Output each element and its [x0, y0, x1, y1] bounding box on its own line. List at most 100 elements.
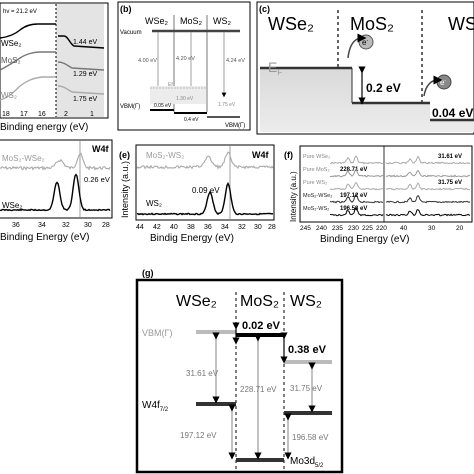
- panel-d-xlabel: Binding Energy (eV): [0, 232, 90, 243]
- panel-a-tick-3: 16: [38, 111, 46, 118]
- panel-f-row-curve: [329, 193, 471, 204]
- panel-f-label: (f): [284, 150, 293, 160]
- panel-e-tick-1: 44: [136, 224, 144, 231]
- mo3d-label: Mo3d5/2: [290, 456, 324, 469]
- vbm-right-label: VBM(Γ): [225, 123, 245, 129]
- vbm-g-label: VBM(Γ): [142, 328, 172, 338]
- panel-b-col-ws2: WS₂: [213, 16, 231, 26]
- panel-f-tick-7: 40: [400, 225, 408, 232]
- vbm-left-label: VBM(Γ): [120, 104, 140, 110]
- panel-e-bottom-curve: [136, 181, 274, 216]
- panel-a-curve-ws2: [0, 76, 56, 101]
- panel-c-col-ws2: WS₂: [448, 14, 474, 34]
- panel-d-tick-5: 28: [102, 222, 110, 229]
- panel-c: (c) WSe₂ MoS₂ WS₂ EF 0.2 eV 0.04 eV e- e…: [256, 1, 474, 135]
- panel-f-tick-2: 240: [316, 225, 327, 232]
- panel-d: W4f MoS₂-WSe₂ 0.26 eV WSe₂ 36 34 32 30 2…: [0, 139, 113, 243]
- panel-g-col-ws2: WS₂: [290, 293, 322, 310]
- panel-d-top-curve: [0, 152, 111, 171]
- panel-e-tick-3: 40: [170, 224, 178, 231]
- panel-e-tick-7: 32: [238, 224, 246, 231]
- panel-a-edge-ws2: [57, 85, 105, 95]
- wf-wse2: 4.00 eV: [138, 58, 157, 64]
- panel-d-tick-3: 32: [62, 222, 70, 229]
- panel-c-col-mos2: MoS₂: [350, 14, 394, 34]
- value-g-4: 197.12 eV: [180, 431, 217, 440]
- panel-a-value-1: 1.44 eV: [73, 39, 97, 46]
- panel-e-tick-8: 30: [254, 224, 262, 231]
- panel-f-row-curve: [330, 155, 471, 165]
- offset-c-1: 0.2 eV: [366, 81, 401, 95]
- panel-e-tick-2: 42: [153, 224, 161, 231]
- panel-f-tick-1: 245: [300, 225, 311, 232]
- panel-d-top-label: MoS₂-WSe₂: [2, 154, 45, 163]
- vacuum-label: Vacuum: [120, 30, 142, 36]
- offset-c-2: 0.04 eV: [432, 106, 473, 120]
- panel-a-tick-5: 1: [90, 111, 94, 118]
- panel-f-row-value: 196.58 eV: [340, 206, 367, 212]
- panel-e-shift: 0.09 eV: [192, 186, 220, 195]
- offset-g-1: 0.02 eV: [242, 320, 281, 332]
- panel-d-title: W4f: [92, 144, 110, 154]
- panel-e-top-curve: [136, 151, 274, 170]
- panel-e-ylabel: Intensity (a.u.): [120, 161, 130, 218]
- panel-f-row-label: Pure WS₂: [303, 180, 327, 186]
- panel-a-edge-wse2: [58, 35, 105, 49]
- panel-e-tick-6: 34: [221, 224, 229, 231]
- value-g-2: 228.71 eV: [240, 385, 277, 394]
- panel-b-label: (b): [120, 4, 132, 14]
- panel-g: (g) WSe₂ MoS₂ WS₂ VBM(Γ) 0.02 eV 0.38 eV…: [135, 268, 344, 474]
- value-g-3: 31.75 eV: [290, 384, 323, 393]
- panel-a-tick-4: 2: [64, 111, 68, 118]
- offset-g-2: 0.38 eV: [288, 344, 327, 356]
- panel-f-tick-5: 225: [362, 225, 373, 232]
- panel-f-xlabel: Binding Energy (eV): [320, 234, 410, 245]
- vb-b-1: 1.30 eV: [176, 96, 194, 102]
- panel-f-row-curve: [329, 168, 471, 178]
- panel-e-tick-4: 38: [187, 224, 195, 231]
- panel-f-row-label: Pure MoS₂: [303, 167, 330, 173]
- panel-f-tick-3: 235: [332, 225, 343, 232]
- panel-g-label: (g): [142, 268, 154, 278]
- panel-a-value-3: 1.75 eV: [73, 96, 97, 103]
- ef-c-label: EF: [268, 59, 282, 77]
- value-g-1: 31.61 eV: [186, 369, 219, 378]
- panel-f-row-value: 31.75 eV: [438, 180, 462, 186]
- panel-b-col-mos2: MoS₂: [180, 16, 203, 26]
- panel-f-ylabel: Intensity (a.u.): [289, 171, 298, 222]
- panel-a: hv = 21.2 eV WSe₂ MoS₂ WS₂ 1.44 eV 1.29 …: [0, 2, 109, 133]
- panel-f-row-label: MoS₂-WS₂: [303, 206, 329, 212]
- panel-f-tick-8: 30: [428, 225, 436, 232]
- panel-a-edge-mos2: [57, 61, 105, 71]
- panel-e-title: W4f: [252, 150, 270, 160]
- panel-f-row-curve: [329, 206, 471, 217]
- panel-e-top-label: MoS₂-WS₂: [146, 151, 184, 160]
- wf-mos2: 4.20 eV: [176, 56, 195, 62]
- value-g-5: 196.58 eV: [292, 433, 329, 442]
- panel-e: (e) Intensity (a.u.) W4f MoS₂-WS₂ 0.09 e…: [119, 144, 276, 244]
- electron-label-2: e-: [440, 78, 446, 87]
- panel-d-tick-4: 30: [84, 222, 92, 229]
- panel-g-col-wse2: WSe₂: [176, 293, 217, 310]
- panel-f-tick-4: 230: [348, 225, 359, 232]
- panel-a-curve-wse2: [0, 23, 56, 39]
- panel-d-tick-2: 34: [38, 222, 46, 229]
- panel-d-tick-1: 36: [12, 222, 20, 229]
- panel-a-shade: [56, 4, 104, 117]
- panel-a-tick-2: 17: [20, 111, 28, 118]
- panel-e-tick-5: 36: [204, 224, 212, 231]
- panel-a-value-2: 1.29 eV: [73, 71, 97, 78]
- offset-b-2: 0.4 eV: [184, 117, 199, 123]
- panel-a-label-mos2: MoS₂: [1, 56, 21, 65]
- w4f-label: W4f7/2: [142, 400, 169, 413]
- panel-f: (f) Intensity (a.u.) Pure WSe₂ 31.61 eV Pu…: [284, 145, 473, 245]
- panel-a-label-ws2: WS₂: [1, 91, 17, 100]
- wf-ws2: 4.24 eV: [226, 58, 245, 64]
- offset-b-1: 0.05 eV: [154, 103, 172, 109]
- panel-e-xlabel: Bindig Energy (eV): [150, 233, 234, 244]
- panel-e-label: (e): [119, 150, 130, 160]
- panel-f-row-curve: [329, 181, 471, 191]
- panel-f-tick-9: 20: [456, 225, 464, 232]
- panel-g-col-mos2: MoS₂: [240, 293, 279, 310]
